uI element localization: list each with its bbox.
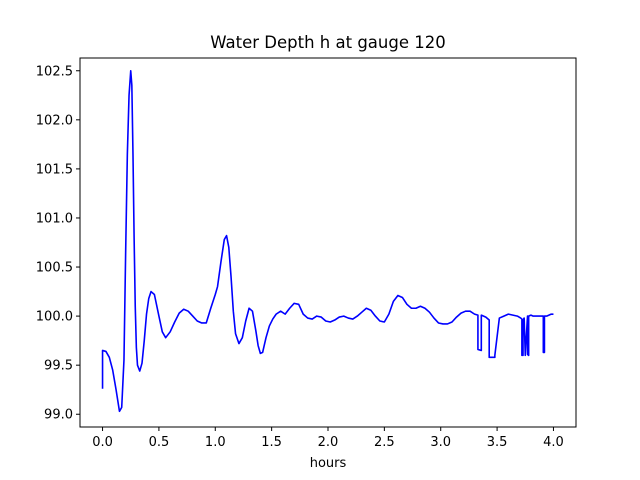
x-tick-label: 0.5: [149, 435, 170, 450]
y-tick-label: 102.0: [36, 113, 73, 128]
x-tick-label: 0.0: [92, 435, 113, 450]
x-tick-label: 3.5: [487, 435, 508, 450]
x-tick-label: 2.0: [318, 435, 339, 450]
series-line: [101, 69, 554, 413]
x-tick-label: 1.5: [261, 435, 282, 450]
y-tick-label: 100.5: [36, 261, 73, 276]
chart-title: Water Depth h at gauge 120: [210, 33, 445, 52]
y-axis-ticks: 99.0 99.5 100.0 100.5 101.0 101.5 102.0 102.5: [36, 64, 80, 423]
plot-frame: [79, 57, 577, 428]
y-tick-label: 102.5: [36, 64, 73, 79]
y-tick-label: 99.5: [44, 359, 73, 374]
y-tick-label: 100.0: [36, 310, 73, 325]
x-tick-label: 1.0: [205, 435, 226, 450]
x-tick-label: 2.5: [374, 435, 395, 450]
x-tick-label: 3.0: [430, 435, 451, 450]
x-tick-label: 4.0: [543, 435, 564, 450]
x-axis-ticks: 0.0 0.5 1.0 1.5 2.0 2.5 3.0 3.5 4.0: [92, 427, 564, 450]
y-tick-label: 101.0: [36, 211, 73, 226]
y-tick-label: 99.0: [44, 408, 73, 423]
y-tick-label: 101.5: [36, 162, 73, 177]
x-axis-label: hours: [310, 456, 347, 471]
